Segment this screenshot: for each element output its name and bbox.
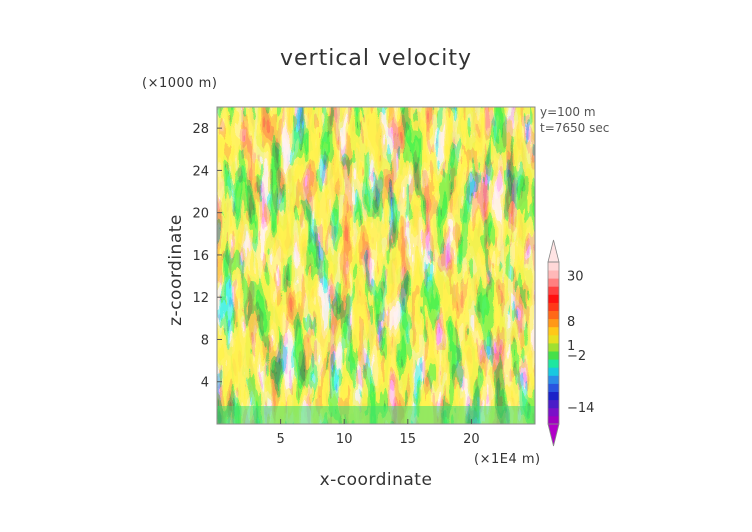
colorbar-segment xyxy=(548,367,559,376)
colorbar-label: −2 xyxy=(567,349,586,364)
x-axis-label: x-coordinate xyxy=(319,470,433,490)
colorbar-segment xyxy=(548,407,559,417)
velocity-field xyxy=(217,107,535,424)
x-tick-label: 10 xyxy=(336,432,353,447)
colorbar-segment xyxy=(548,391,559,401)
colorbar-segment xyxy=(548,270,559,279)
x-unit-label: (×1E4 m) xyxy=(474,452,541,467)
colorbar-segment xyxy=(548,326,559,336)
y-tick-label: 12 xyxy=(192,291,209,306)
colorbar-segment xyxy=(548,375,559,384)
colorbar-segment xyxy=(548,262,559,271)
colorbar-segment xyxy=(548,334,559,344)
colorbar-segment xyxy=(548,415,559,425)
annotation-y: y=100 m xyxy=(540,105,596,119)
colorbar-segment xyxy=(548,399,559,409)
y-tick-label: 16 xyxy=(192,249,209,264)
colorbar-arrow-bottom xyxy=(547,423,560,447)
plot-frame xyxy=(216,106,536,425)
colorbar-label: 1 xyxy=(567,339,575,354)
y-tick-label: 8 xyxy=(201,333,209,348)
colorbar-segment xyxy=(548,286,559,295)
colorbar-segment xyxy=(548,310,559,320)
colorbar: 30 8 1−2 −14 xyxy=(547,239,594,447)
colorbar-segment xyxy=(548,383,559,392)
colorbar-arrow-top xyxy=(547,239,560,263)
colorbar-label: 30 xyxy=(567,270,584,285)
y-tick-label: 28 xyxy=(192,122,209,137)
y-tick-label: 20 xyxy=(192,207,209,222)
colorbar-frame xyxy=(547,261,560,425)
x-tick-label: 20 xyxy=(463,432,480,447)
axis-ticks: 5 10 15 20 4 8 12 16 20 24 28 xyxy=(192,122,479,447)
chart-title: vertical velocity xyxy=(279,46,472,71)
y-tick-label: 4 xyxy=(201,376,209,391)
surface-layer xyxy=(217,406,535,424)
colorbar-segment xyxy=(548,294,559,303)
colorbar-segment xyxy=(548,278,559,287)
y-tick-label: 24 xyxy=(192,164,209,179)
x-tick-label: 15 xyxy=(400,432,417,447)
colorbar-label: −14 xyxy=(567,401,594,416)
plot-area xyxy=(216,106,536,425)
colorbar-segment xyxy=(548,343,559,352)
colorbar-segment xyxy=(548,318,559,328)
colorbar-segment xyxy=(548,302,559,311)
colorbar-segment xyxy=(548,359,559,368)
colorbar-label: 8 xyxy=(567,315,575,330)
z-unit-label: (×1000 m) xyxy=(142,76,218,91)
x-tick-label: 5 xyxy=(276,432,284,447)
colorbar-segment xyxy=(548,351,559,360)
annotation-time: t=7650 sec xyxy=(540,121,610,135)
